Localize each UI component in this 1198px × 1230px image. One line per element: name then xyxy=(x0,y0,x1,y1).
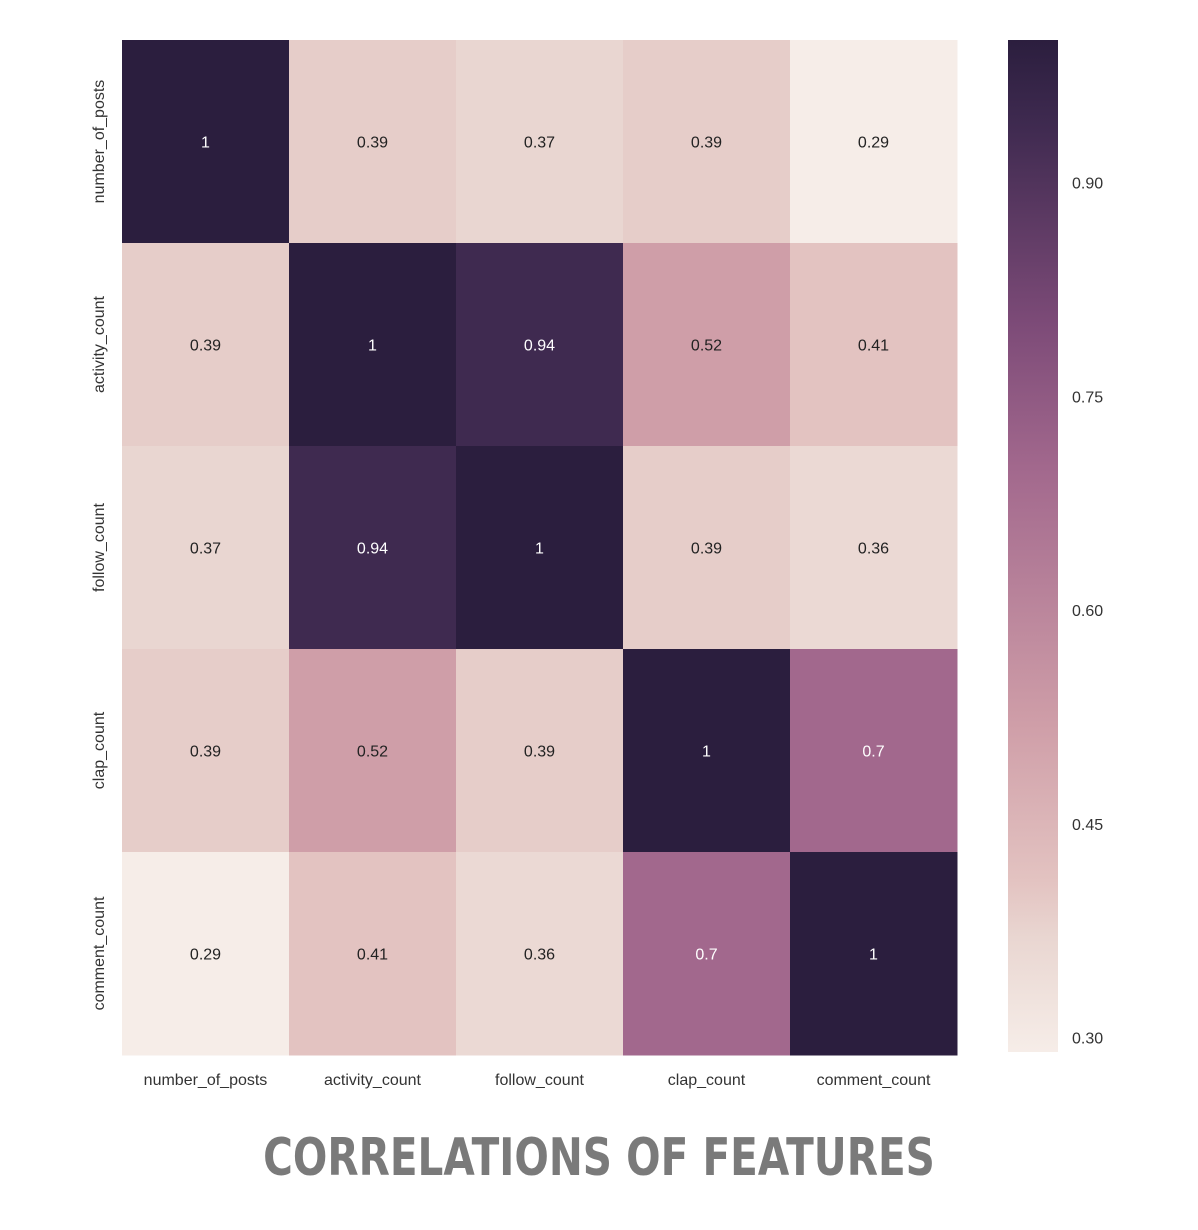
heatmap-cell-follow_count-comment_count xyxy=(790,446,958,650)
cell-value-label: 0.39 xyxy=(190,338,221,355)
cell-value-label: 0.36 xyxy=(858,541,889,558)
heatmap-cell-comment_count-comment_count xyxy=(790,852,958,1056)
cell-value-label: 0.29 xyxy=(858,135,889,152)
heatmap-cell-clap_count-comment_count xyxy=(790,649,958,853)
cell-value-label: 0.94 xyxy=(357,541,388,558)
y-tick-label: comment_count xyxy=(91,896,108,1010)
y-axis-tick-labels: number_of_posts activity_count follow_coun… xyxy=(91,80,108,1011)
heatmap-cell-activity_count-clap_count xyxy=(623,243,791,447)
chart-title: CORRELATIONS OF FEATURES xyxy=(263,1128,935,1188)
colorbar-tick-label: 0.30 xyxy=(1072,1031,1103,1048)
heatmap-cell-activity_count-number_of_posts xyxy=(122,243,290,447)
heatmap-cell-activity_count-comment_count xyxy=(790,243,958,447)
heatmap-cell-clap_count-follow_count xyxy=(456,649,624,853)
x-tick-label: clap_count xyxy=(668,1072,746,1089)
heatmap-cell-follow_count-clap_count xyxy=(623,446,791,650)
cell-value-label: 0.52 xyxy=(357,744,388,761)
cell-value-label: 0.52 xyxy=(691,338,722,355)
colorbar-tick-labels: 0.30 0.45 0.60 0.75 0.90 xyxy=(1072,176,1103,1048)
cell-value-label: 0.29 xyxy=(190,947,221,964)
heatmap-cell-activity_count-follow_count xyxy=(456,243,624,447)
y-tick-label: number_of_posts xyxy=(91,80,108,204)
heatmap-cell-follow_count-activity_count xyxy=(289,446,457,650)
heatmap-cell-number_of_posts-clap_count xyxy=(623,40,791,244)
heatmap-cell-number_of_posts-number_of_posts xyxy=(122,40,290,244)
cell-value-label: 0.94 xyxy=(524,338,555,355)
y-tick-label: follow_count xyxy=(91,502,108,592)
cell-value-label: 1 xyxy=(535,541,544,558)
heatmap-cell-clap_count-activity_count xyxy=(289,649,457,853)
heatmap-cell-labels: 1 0.39 0.37 0.39 0.29 0.39 1 0.94 0.52 0.41 0.37 0.… xyxy=(190,135,889,964)
heatmap-cell-follow_count-follow_count xyxy=(456,446,624,650)
cell-value-label: 0.41 xyxy=(858,338,889,355)
cell-value-label: 0.39 xyxy=(691,135,722,152)
x-tick-label: follow_count xyxy=(495,1072,585,1089)
cell-value-label: 1 xyxy=(201,135,210,152)
cell-value-label: 0.41 xyxy=(357,947,388,964)
heatmap-cell-activity_count-activity_count xyxy=(289,243,457,447)
heatmap-cell-clap_count-clap_count xyxy=(623,649,791,853)
heatmap-cell-number_of_posts-activity_count xyxy=(289,40,457,244)
y-tick-label: activity_count xyxy=(91,295,108,392)
cell-value-label: 0.7 xyxy=(695,947,717,964)
colorbar-tick-label: 0.90 xyxy=(1072,176,1103,193)
cell-value-label: 1 xyxy=(869,947,878,964)
cell-value-label: 0.39 xyxy=(357,135,388,152)
heatmap-cell-follow_count-number_of_posts xyxy=(122,446,290,650)
x-tick-label: number_of_posts xyxy=(144,1072,268,1089)
cell-value-label: 0.39 xyxy=(524,744,555,761)
heatmap-cell-comment_count-activity_count xyxy=(289,852,457,1056)
heatmap-cell-comment_count-number_of_posts xyxy=(122,852,290,1056)
colorbar-tick-label: 0.75 xyxy=(1072,389,1103,406)
cell-value-label: 0.39 xyxy=(691,541,722,558)
cell-value-label: 0.37 xyxy=(190,541,221,558)
cell-value-label: 0.36 xyxy=(524,947,555,964)
heatmap-cell-clap_count-number_of_posts xyxy=(122,649,290,853)
heatmap-cell-number_of_posts-follow_count xyxy=(456,40,624,244)
cell-value-label: 1 xyxy=(368,338,377,355)
cell-value-label: 0.37 xyxy=(524,135,555,152)
colorbar-tick-label: 0.45 xyxy=(1072,817,1103,834)
colorbar-tick-label: 0.60 xyxy=(1072,603,1103,620)
y-tick-label: clap_count xyxy=(91,711,108,789)
x-axis-tick-labels: number_of_posts activity_count follow_coun… xyxy=(144,1072,931,1089)
cell-value-label: 0.7 xyxy=(862,744,884,761)
heatmap-svg: 1 0.39 0.37 0.39 0.29 0.39 1 0.94 0.52 0.41 0.37 0.… xyxy=(91,40,1103,1089)
heatmap-cell-number_of_posts-comment_count xyxy=(790,40,958,244)
heatmap-cells xyxy=(122,40,958,1056)
heatmap-cell-comment_count-follow_count xyxy=(456,852,624,1056)
colorbar xyxy=(1008,40,1058,1052)
cell-value-label: 1 xyxy=(702,744,711,761)
cell-value-label: 0.39 xyxy=(190,744,221,761)
colorbar-gradient xyxy=(1008,40,1058,1052)
heatmap-cell-comment_count-clap_count xyxy=(623,852,791,1056)
x-tick-label: comment_count xyxy=(817,1072,931,1089)
x-tick-label: activity_count xyxy=(324,1072,421,1089)
